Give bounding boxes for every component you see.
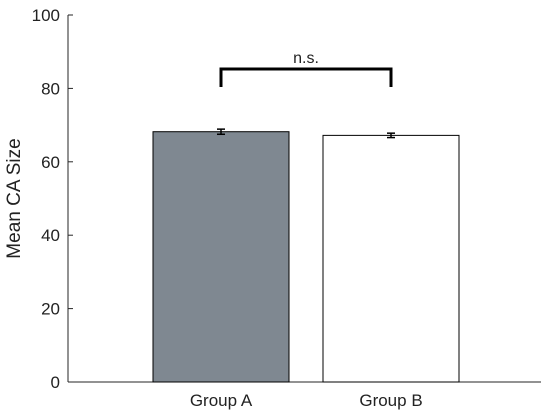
axes: 0 20 40 60 80 100 Group A Group B xyxy=(32,6,541,410)
y-axis-title: Mean CA Size xyxy=(4,138,25,258)
significance-label: n.s. xyxy=(293,50,319,67)
x-tick-label: Group A xyxy=(190,391,253,410)
y-tick-label: 100 xyxy=(32,6,60,25)
bar-group-b xyxy=(322,134,460,383)
y-tick-label: 80 xyxy=(41,79,60,98)
x-tick-label: Group B xyxy=(359,391,422,410)
bar-group-a xyxy=(152,131,290,383)
y-tick-label: 20 xyxy=(41,300,60,319)
significance-bracket xyxy=(219,67,393,87)
y-tick-label: 0 xyxy=(51,373,60,392)
significance-annotation: n.s. xyxy=(219,50,393,87)
error-bar xyxy=(217,128,225,136)
error-bar xyxy=(387,132,395,139)
y-tick-label: 40 xyxy=(41,226,60,245)
error-bars xyxy=(217,128,395,139)
bars xyxy=(152,131,460,383)
y-tick-label: 60 xyxy=(41,153,60,172)
